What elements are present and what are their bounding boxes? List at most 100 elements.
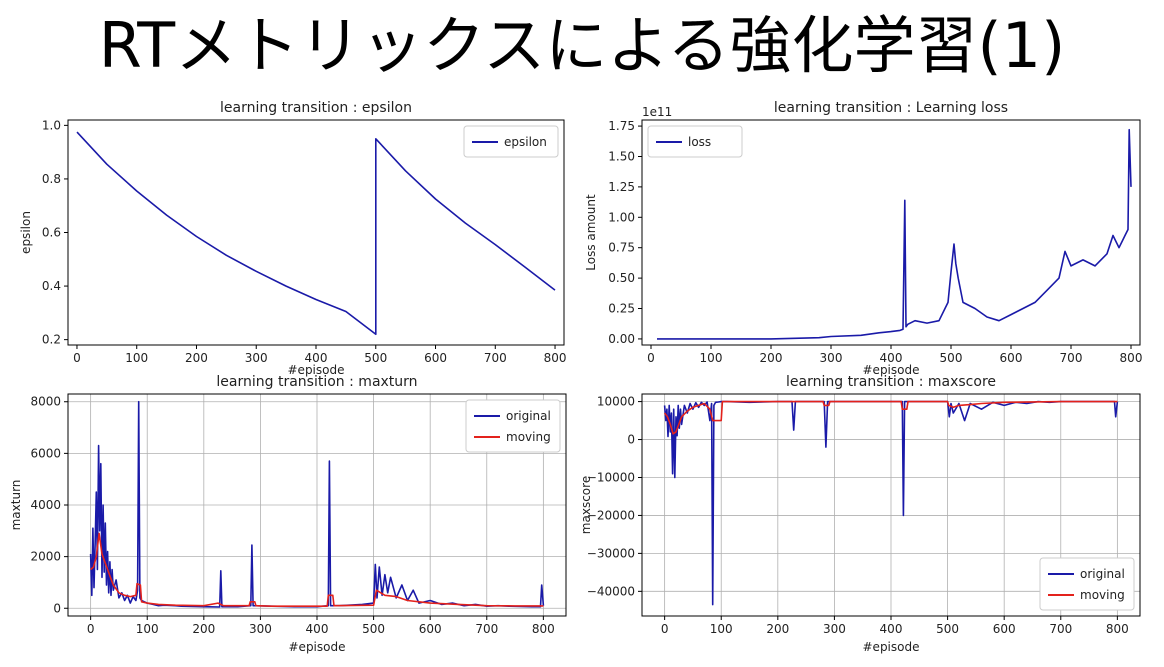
y-tick-label: 8000 (30, 395, 61, 409)
y-tick-label: 1.0 (42, 118, 61, 132)
y-tick-label: 1.50 (608, 149, 635, 163)
y-tick-label: 0.6 (42, 226, 61, 240)
x-tick-label: 200 (760, 351, 783, 365)
plot-frame (641, 393, 1141, 617)
y-tick-label: 10000 (597, 395, 635, 409)
maxturn-chart: learning transition : maxturn 0 100 200 300 4… (9, 374, 567, 654)
legend-box (463, 125, 559, 158)
x-axis-label: #episode (863, 640, 920, 654)
legend-label-loss: loss (688, 135, 711, 149)
x-tick-label: 800 (1120, 351, 1143, 365)
y-tick-label: 0 (627, 433, 635, 447)
slide-title: RTメトリックスによる強化学習(1) (98, 9, 1066, 82)
y-axis-label: Loss amount (584, 194, 598, 271)
x-tick-label: 200 (766, 622, 789, 636)
x-tick-label: 500 (936, 622, 959, 636)
x-axis-label: #episode (288, 363, 345, 377)
y-tick-label: 0.00 (608, 332, 635, 346)
chart-title: learning transition : maxturn (216, 374, 417, 390)
y-tick-label: 0.25 (608, 302, 635, 316)
plot-frame (641, 119, 1141, 346)
x-tick-label: 100 (125, 351, 148, 365)
y-tick-label: 4000 (30, 498, 61, 512)
x-tick-label: 200 (192, 622, 215, 636)
y-tick-label: 2000 (30, 550, 61, 564)
y-axis-label: epsilon (19, 211, 33, 254)
x-tick-label: 300 (823, 622, 846, 636)
x-tick-label: 800 (1106, 622, 1129, 636)
chart-title: learning transition : epsilon (220, 100, 412, 116)
legend-label-moving: moving (1080, 588, 1125, 602)
x-tick-label: 500 (364, 351, 387, 365)
chart-title: learning transition : maxscore (786, 374, 996, 390)
x-tick-label: 300 (249, 622, 272, 636)
x-tick-label: 0 (661, 622, 669, 636)
x-tick-label: 100 (136, 622, 159, 636)
x-tick-label: 400 (880, 622, 903, 636)
x-tick-label: 200 (185, 351, 208, 365)
y-tick-label: 1.00 (608, 210, 635, 224)
y-tick-label: −20000 (587, 508, 635, 522)
y-axis-label: maxturn (9, 480, 23, 531)
y-tick-label: 0 (53, 601, 61, 615)
series-line-moving (90, 532, 544, 607)
y-tick-label: 0.2 (42, 333, 61, 347)
x-tick-label: 700 (1060, 351, 1083, 365)
legend-box (465, 399, 561, 453)
y-tick-label: 1.75 (608, 119, 635, 133)
x-tick-label: 100 (700, 351, 723, 365)
x-tick-label: 600 (419, 622, 442, 636)
x-tick-label: 100 (710, 622, 733, 636)
x-axis-label: #episode (863, 363, 920, 377)
x-tick-label: 400 (880, 351, 903, 365)
y-axis-label: maxscore (579, 476, 593, 534)
x-tick-label: 0 (647, 351, 655, 365)
legend: epsilon (463, 125, 559, 158)
y-tick-label: −30000 (587, 546, 635, 560)
x-tick-label: 600 (993, 622, 1016, 636)
legend-label-original: original (506, 409, 551, 423)
x-tick-label: 400 (305, 351, 328, 365)
series-line-loss (657, 128, 1132, 340)
legend-label-original: original (1080, 567, 1125, 581)
y-tick-label: −40000 (587, 584, 635, 598)
legend: original moving (465, 399, 561, 453)
loss-chart: learning transition : Learning loss 0 100 2… (584, 100, 1143, 377)
x-tick-label: 500 (362, 622, 385, 636)
plot-frame (67, 119, 565, 346)
y-tick-label: −10000 (587, 470, 635, 484)
x-tick-label: 700 (475, 622, 498, 636)
x-tick-label: 600 (1000, 351, 1023, 365)
x-tick-label: 500 (940, 351, 963, 365)
series-line-moving (663, 400, 1118, 435)
plot-frame (67, 393, 567, 617)
series-line-epsilon (76, 131, 556, 336)
legend-label-moving: moving (506, 430, 551, 444)
legend-label-epsilon: epsilon (504, 135, 547, 149)
x-tick-label: 800 (532, 622, 555, 636)
x-tick-label: 0 (87, 622, 95, 636)
x-tick-label: 300 (820, 351, 843, 365)
x-tick-label: 700 (484, 351, 507, 365)
y-tick-label: 1.25 (608, 180, 635, 194)
y-tick-label: 0.50 (608, 271, 635, 285)
x-tick-label: 800 (544, 351, 567, 365)
y-tick-label: 0.8 (42, 172, 61, 186)
x-tick-label: 300 (245, 351, 268, 365)
maxscore-chart: learning transition : maxscore 0 100 200 300… (579, 374, 1141, 654)
y-tick-label: 0.4 (42, 279, 61, 293)
series-line-original (89, 400, 545, 608)
chart-title: learning transition : Learning loss (774, 100, 1008, 116)
epsilon-chart: learning transition : epsilon 0 100 200 300 4… (19, 100, 567, 377)
x-tick-label: 0 (73, 351, 81, 365)
legend: original moving (1039, 557, 1135, 611)
x-tick-label: 700 (1049, 622, 1072, 636)
y-tick-label: 6000 (30, 446, 61, 460)
x-axis-label: #episode (289, 640, 346, 654)
x-tick-label: 400 (306, 622, 329, 636)
y-offset-label: 1e11 (642, 105, 672, 119)
legend-box (1039, 557, 1135, 611)
x-tick-label: 600 (424, 351, 447, 365)
y-tick-label: 0.75 (608, 241, 635, 255)
legend-box (647, 125, 743, 158)
